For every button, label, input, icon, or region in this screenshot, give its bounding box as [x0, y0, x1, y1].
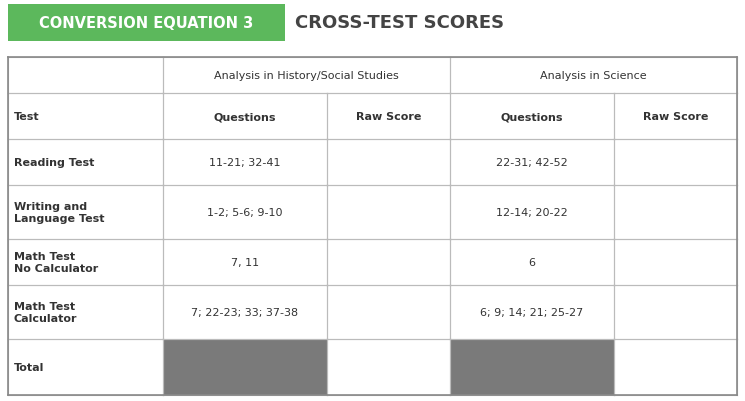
- Bar: [163, 339, 327, 395]
- Text: Test: Test: [14, 112, 39, 122]
- Bar: [450, 94, 614, 140]
- Bar: [327, 186, 450, 239]
- Text: Writing and
Language Test: Writing and Language Test: [14, 202, 104, 224]
- Bar: [450, 58, 737, 94]
- Bar: [327, 140, 450, 186]
- Bar: [614, 94, 737, 140]
- Text: Total: Total: [14, 362, 45, 372]
- Text: CONVERSION EQUATION 3: CONVERSION EQUATION 3: [39, 16, 253, 31]
- Text: Reading Test: Reading Test: [14, 158, 95, 168]
- Text: 11-21; 32-41: 11-21; 32-41: [209, 158, 281, 168]
- Bar: [614, 186, 737, 239]
- Bar: [450, 339, 614, 395]
- Text: Math Test
No Calculator: Math Test No Calculator: [14, 251, 98, 273]
- Bar: [450, 286, 614, 339]
- Text: Raw Score: Raw Score: [356, 112, 421, 122]
- Bar: [8, 186, 163, 239]
- Bar: [163, 239, 327, 286]
- Bar: [614, 286, 737, 339]
- Text: Analysis in History/Social Studies: Analysis in History/Social Studies: [215, 71, 399, 81]
- Bar: [8, 140, 163, 186]
- Bar: [163, 58, 450, 94]
- Bar: [163, 186, 327, 239]
- Text: CROSS-TEST SCORES: CROSS-TEST SCORES: [295, 14, 504, 32]
- Bar: [450, 140, 614, 186]
- Bar: [8, 94, 163, 140]
- Bar: [614, 140, 737, 186]
- Bar: [8, 58, 163, 94]
- Bar: [327, 339, 450, 395]
- Bar: [8, 239, 163, 286]
- Bar: [450, 239, 614, 286]
- Bar: [163, 94, 327, 140]
- Text: 7; 22-23; 33; 37-38: 7; 22-23; 33; 37-38: [191, 308, 299, 317]
- Bar: [163, 286, 327, 339]
- Text: Analysis in Science: Analysis in Science: [540, 71, 647, 81]
- Bar: [327, 94, 450, 140]
- Text: 12-14; 20-22: 12-14; 20-22: [496, 208, 568, 218]
- Bar: [163, 140, 327, 186]
- Text: Questions: Questions: [501, 112, 563, 122]
- Text: 6: 6: [528, 257, 536, 267]
- Bar: [327, 286, 450, 339]
- Bar: [327, 239, 450, 286]
- Bar: [8, 339, 163, 395]
- Bar: [8, 5, 285, 42]
- Bar: [614, 339, 737, 395]
- Bar: [614, 239, 737, 286]
- Text: Math Test
Calculator: Math Test Calculator: [14, 302, 77, 323]
- Text: 22-31; 42-52: 22-31; 42-52: [496, 158, 568, 168]
- Text: 1-2; 5-6; 9-10: 1-2; 5-6; 9-10: [207, 208, 283, 218]
- Bar: [450, 186, 614, 239]
- Text: Questions: Questions: [214, 112, 276, 122]
- Text: Raw Score: Raw Score: [643, 112, 708, 122]
- Text: 7, 11: 7, 11: [231, 257, 259, 267]
- Bar: [8, 286, 163, 339]
- Text: 6; 9; 14; 21; 25-27: 6; 9; 14; 21; 25-27: [481, 308, 583, 317]
